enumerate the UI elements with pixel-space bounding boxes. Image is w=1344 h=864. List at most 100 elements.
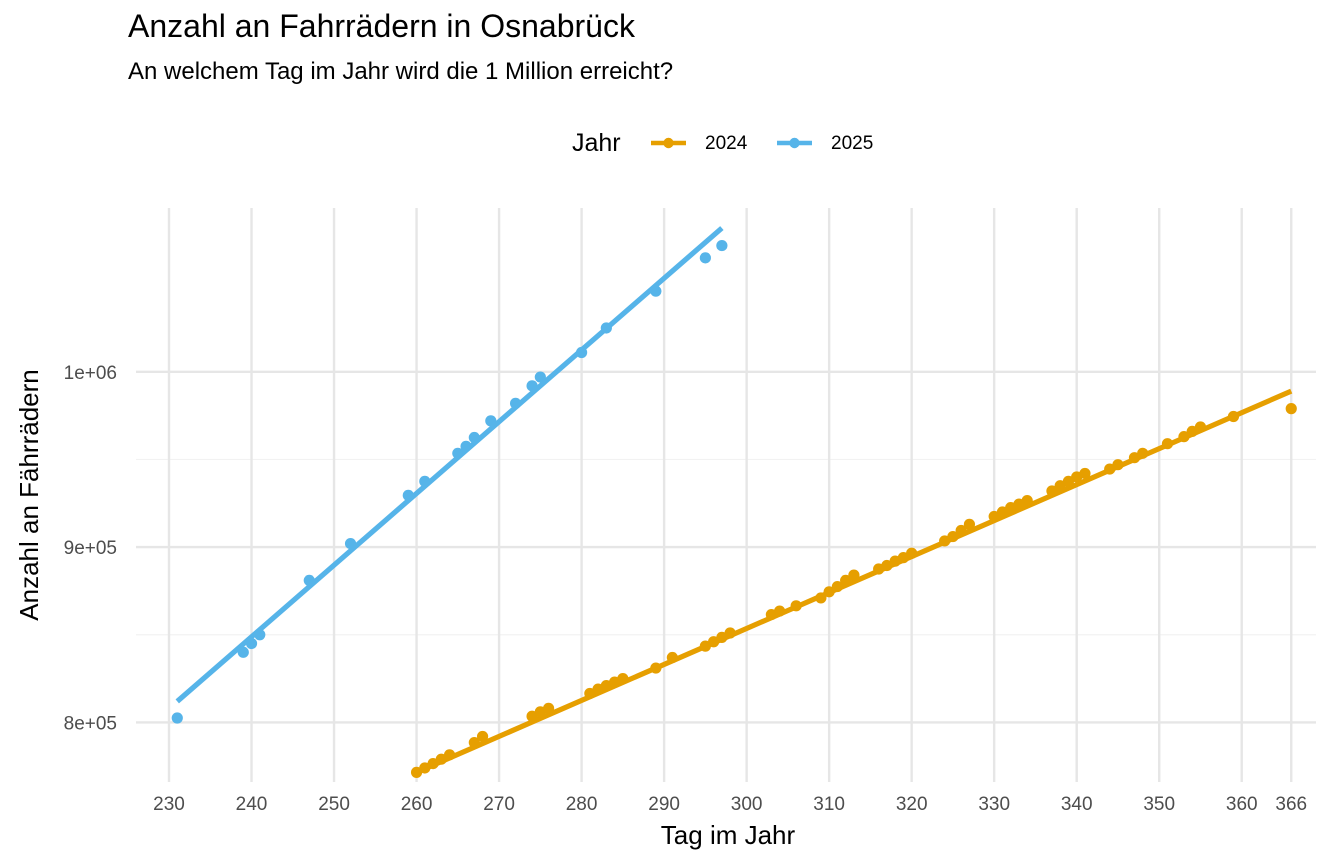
data-point-2024 [1079,467,1091,480]
data-point-2024 [1161,438,1174,450]
data-point-2024 [1186,425,1198,437]
data-point-2024 [1137,447,1149,459]
data-point-2024 [617,672,629,685]
data-point-2025 [575,346,588,359]
legend-title: Jahr [572,129,621,157]
data-point-2024 [1112,459,1124,471]
data-point-2025 [509,397,522,409]
data-point-2024 [468,736,480,749]
data-point-2024 [1227,410,1240,423]
data-point-2024 [1194,421,1207,433]
x-tick-label: 290 [648,794,680,815]
data-point-2024 [774,605,786,617]
legend-key-2024-point [663,137,674,149]
x-tick-label: 300 [731,794,763,815]
y-tick-label: 8e+05 [64,713,117,734]
data-point-2025 [699,252,711,264]
data-point-2024 [815,592,827,604]
legend: Jahr 2024 2025 [572,129,873,157]
data-point-2024 [1128,452,1141,464]
data-point-2024 [584,687,596,700]
data-point-2024 [939,535,951,547]
series-2025 [171,226,728,724]
data-point-2024 [897,552,910,564]
data-point-2025 [254,629,266,641]
chart-subtitle: An welchem Tag im Jahr wird die 1 Millio… [128,58,674,85]
data-point-2024 [699,640,711,652]
data-point-2024 [947,530,959,543]
x-tick-label: 240 [236,794,268,815]
data-point-2025 [600,322,612,334]
x-tick-label: 350 [1143,794,1175,815]
data-point-2024 [666,651,678,664]
data-point-2024 [716,631,728,643]
series-2024 [410,388,1297,778]
x-axis-ticks: 230 240 250 260 270 280 290 300 310 320 330 340 350 3… [153,794,1307,815]
x-tick-label: 250 [318,794,350,815]
data-point-2024 [906,547,918,559]
x-tick-label: 320 [896,794,928,815]
x-tick-label: 366 [1275,794,1307,815]
data-point-2025 [344,537,357,550]
legend-label-2024: 2024 [705,133,748,154]
data-point-2024 [1178,431,1190,443]
data-point-2024 [988,510,1000,523]
data-point-2025 [237,646,249,658]
x-tick-label: 260 [401,794,433,815]
data-point-2024 [831,580,843,593]
legend-label-2025: 2025 [831,133,873,154]
x-axis-title: Tag im Jahr [661,820,796,850]
data-point-2025 [526,380,538,392]
data-point-2024 [963,518,976,530]
data-point-2024 [1062,475,1075,487]
data-point-2024 [526,710,538,722]
data-point-2024 [724,627,736,639]
data-point-2024 [427,757,439,770]
legend-item-2024: 2024 [651,133,748,154]
data-point-2024 [881,559,893,572]
x-tick-label: 360 [1226,794,1258,815]
y-tick-label: 1e+06 [64,363,117,384]
legend-item-2025: 2025 [777,133,873,154]
data-point-2024 [955,524,967,537]
data-point-2025 [460,440,472,452]
data-point-2024 [823,586,835,598]
data-point-2024 [790,600,802,612]
grid [136,208,1316,782]
data-point-2024 [542,702,555,714]
data-point-2025 [303,574,315,587]
data-point-2024 [708,636,720,648]
x-tick-label: 270 [483,794,515,815]
data-point-2024 [848,569,860,581]
x-tick-label: 340 [1061,794,1093,815]
data-point-2025 [650,285,662,297]
data-point-2024 [435,753,447,765]
y-tick-label: 9e+05 [64,538,117,559]
data-point-2025 [716,239,728,252]
chart-title: Anzahl an Fahrrädern in Osnabrück [128,8,635,44]
data-point-2025 [534,371,546,383]
data-point-2024 [443,749,456,761]
data-point-2024 [1104,463,1116,475]
data-point-2025 [245,637,258,650]
data-point-2024 [650,662,662,674]
trend-line-2025 [175,226,724,704]
data-point-2025 [402,489,414,501]
data-point-2024 [1054,480,1066,492]
data-point-2025 [485,415,497,427]
data-point-2025 [171,712,183,724]
x-tick-label: 230 [153,794,185,815]
x-tick-label: 280 [566,794,598,815]
data-point-2024 [1285,403,1297,415]
legend-key-2025-point [789,137,800,149]
data-point-2024 [1021,495,1033,507]
data-point-2024 [1046,485,1058,497]
data-point-2024 [840,574,852,587]
data-point-2024 [410,766,423,778]
data-point-2024 [476,730,489,743]
x-tick-label: 330 [978,794,1010,815]
x-tick-label: 310 [813,794,845,815]
data-point-2025 [452,447,464,459]
data-point-2025 [468,431,480,444]
y-axis-title: Anzahl an Fährrädern [14,369,44,620]
